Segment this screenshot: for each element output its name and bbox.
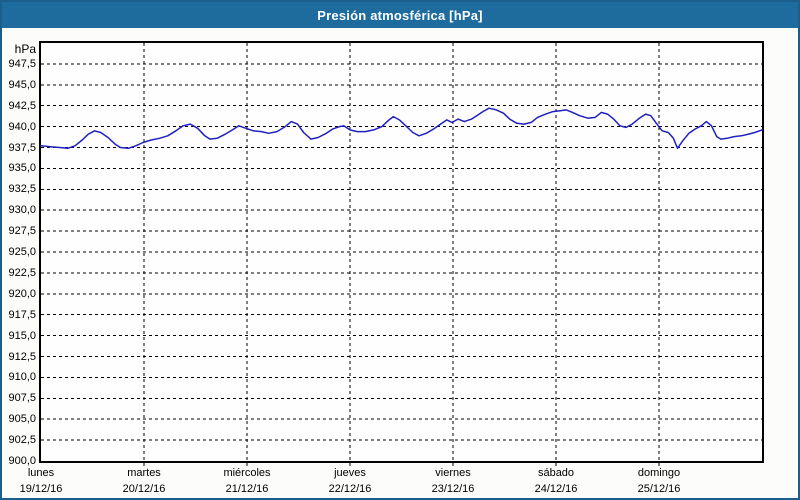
y-tick-label: 917,5 [8,308,36,321]
x-day-name-label: lunes [27,467,55,479]
y-tick-label: 907,5 [8,392,36,405]
x-day-name-label: viernes [435,467,471,479]
y-tick-label: 912,5 [8,350,36,363]
x-day-name-label: miércoles [223,467,271,479]
y-tick-label: 915,0 [8,329,36,342]
y-tick-label: 935,0 [8,162,36,175]
x-day-name-label: jueves [334,467,366,479]
x-day-date-label: 22/12/16 [328,483,372,495]
x-day-name-label: sábado [537,467,575,479]
x-day-date-label: 20/12/16 [122,483,166,495]
x-day-date-label: 25/12/16 [637,483,681,495]
y-tick-label: 920,0 [8,287,36,300]
y-tick-label: 925,0 [8,246,36,258]
pressure-line-chart [40,43,763,466]
y-tick-label: 937,5 [8,141,36,154]
y-tick-label: 932,5 [8,183,36,196]
title-bar: Presión atmosférica [hPa] [2,2,798,28]
y-tick-label: 945,0 [8,78,36,91]
y-axis-unit-label: hPa [14,42,36,56]
pressure-series-line [40,107,763,150]
y-tick-label: 902,5 [8,434,36,447]
y-tick-label: 947,5 [8,57,36,70]
x-day-name-label: domingo [637,467,681,479]
y-tick-label: 940,0 [8,120,36,133]
y-tick-label: 900,0 [8,455,36,467]
y-tick-label: 910,0 [8,371,36,384]
y-tick-label: 930,0 [8,204,36,217]
x-day-date-label: 21/12/16 [225,483,269,495]
plot-area [39,41,764,466]
x-day-date-label: 19/12/16 [19,483,63,495]
x-day-name-label: martes [127,467,161,479]
y-tick-label: 922,5 [8,266,36,279]
x-day-date-label: 24/12/16 [534,483,578,495]
chart-title: Presión atmosférica [hPa] [317,7,483,23]
x-day-date-label: 23/12/16 [431,483,475,495]
y-tick-label: 942,5 [8,99,36,112]
y-tick-label: 905,0 [8,413,36,426]
y-tick-label: 927,5 [8,225,36,238]
